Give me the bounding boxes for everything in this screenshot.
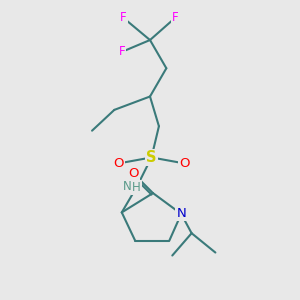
Text: S: S <box>146 150 157 165</box>
Text: O: O <box>113 157 124 170</box>
Text: N: N <box>176 207 186 220</box>
Text: O: O <box>179 157 189 170</box>
Text: H: H <box>132 181 141 194</box>
Text: N: N <box>122 180 131 193</box>
Text: F: F <box>118 45 125 58</box>
Text: F: F <box>120 11 127 24</box>
Text: O: O <box>128 167 139 180</box>
Text: F: F <box>172 11 178 24</box>
